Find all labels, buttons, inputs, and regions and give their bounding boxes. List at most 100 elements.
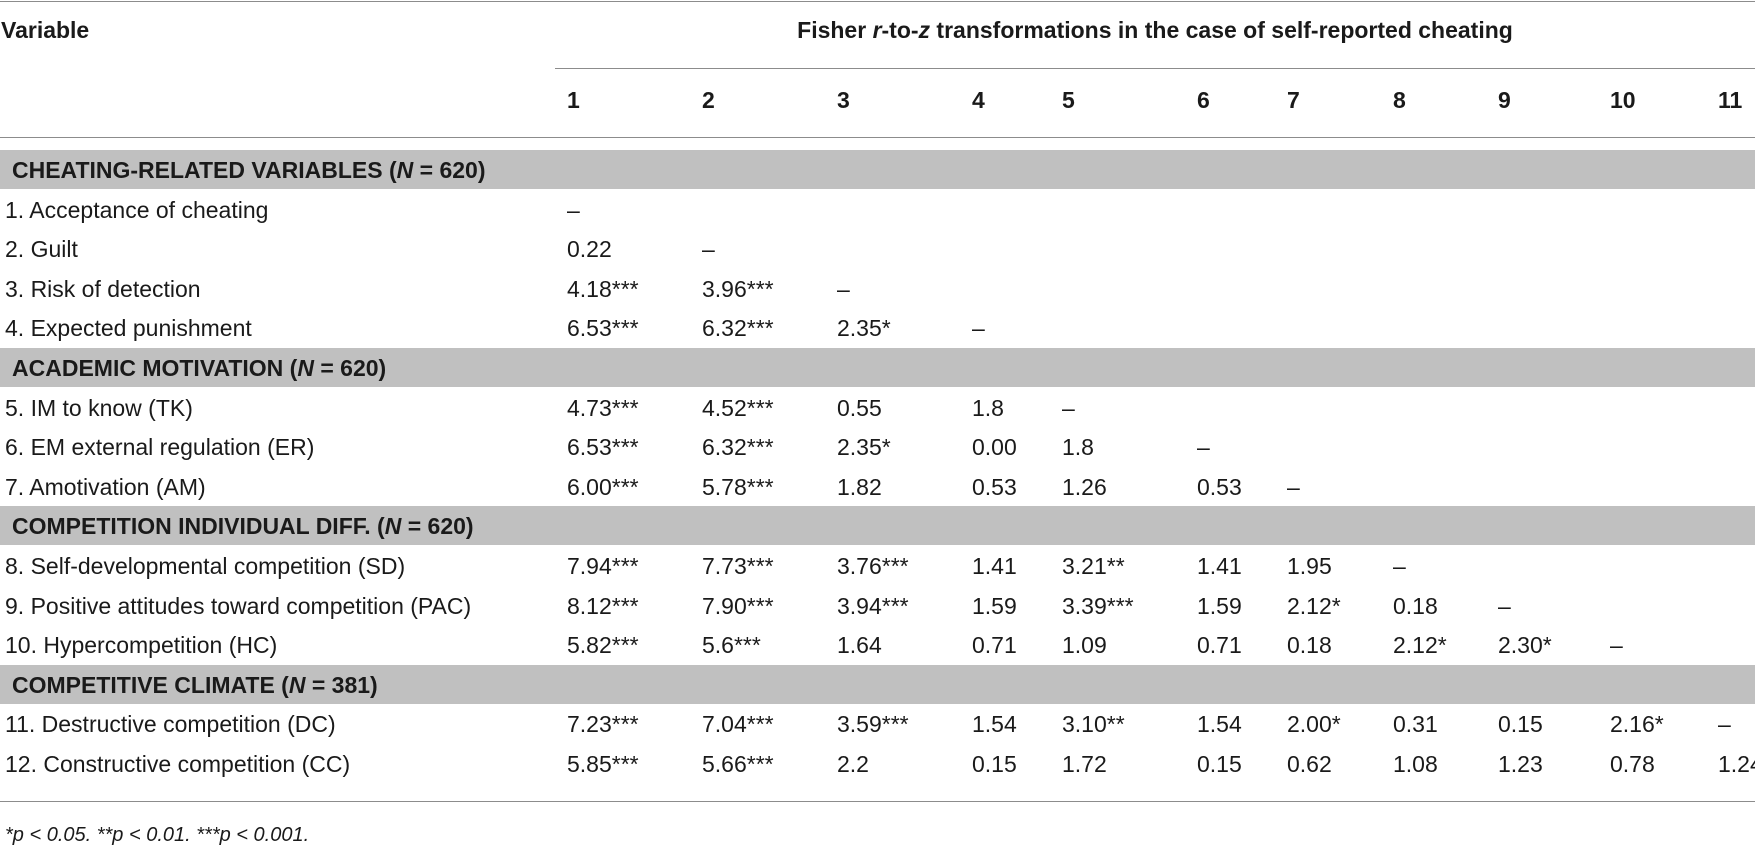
section-band: ACADEMIC MOTIVATION (N = 620)	[0, 348, 1755, 387]
section-n-symbol: N	[288, 671, 306, 698]
table-cell: 2.35*	[837, 315, 891, 342]
table-title: Fisher r-to-z transformations in the cas…	[555, 17, 1755, 44]
section-label: COMPETITION INDIVIDUAL DIFF. (N = 620)	[12, 513, 474, 540]
table-cell: 5.82***	[567, 632, 639, 659]
section-band: COMPETITION INDIVIDUAL DIFF. (N = 620)	[0, 506, 1755, 546]
table-cell: 1.26	[1062, 473, 1107, 500]
table-cell: 1.59	[1197, 592, 1242, 619]
table-cell: 1.82	[837, 473, 882, 500]
section-label: ACADEMIC MOTIVATION (N = 620)	[12, 355, 386, 382]
table-cell: 4.52***	[702, 394, 774, 421]
column-number: 4	[972, 87, 985, 113]
table-cell: 0.55	[837, 394, 882, 421]
table-cell: 0.15	[972, 751, 1017, 777]
bottom-rule	[0, 801, 1755, 802]
table-cell: 1.54	[1197, 711, 1242, 738]
variable-label: 12. Constructive competition (CC)	[5, 751, 351, 777]
variable-label: 4. Expected punishment	[5, 315, 252, 342]
section-name: COMPETITION INDIVIDUAL DIFF. (	[12, 513, 385, 540]
table-cell: 3.21**	[1062, 553, 1125, 579]
table-cell: 5.66***	[702, 751, 774, 777]
table-cell: 0.53	[972, 473, 1017, 500]
variable-label: 6. EM external regulation (ER)	[5, 434, 315, 461]
table-cell: 5.85***	[567, 751, 639, 777]
section-n-symbol: N	[297, 355, 314, 381]
table-cell: 7.94***	[567, 553, 639, 579]
table-cell: 4.18***	[567, 275, 639, 302]
section-n-symbol: N	[396, 157, 414, 183]
table-cell: –	[1287, 473, 1300, 500]
column-number: 3	[837, 87, 850, 113]
table-cell: 5.78***	[702, 473, 774, 500]
table-cell: –	[972, 315, 985, 342]
table-cell: 0.15	[1498, 711, 1543, 738]
top-rule	[0, 1, 1755, 2]
section-n-value: = 620)	[401, 513, 474, 540]
table-cell: 1.08	[1393, 751, 1438, 777]
table-cell: 7.23***	[567, 711, 639, 738]
table-cell: 1.8	[972, 394, 1004, 421]
table-cell: 1.24	[1718, 751, 1755, 777]
title-part: -to-	[881, 17, 919, 43]
column-number: 7	[1287, 87, 1300, 113]
variable-header: Variable	[1, 17, 90, 43]
table-cell: 3.76***	[837, 553, 909, 579]
table-cell: 2.30*	[1498, 632, 1552, 659]
table-cell: 7.04***	[702, 711, 774, 738]
variable-label: 10. Hypercompetition (HC)	[5, 632, 278, 659]
table-cell: 4.73***	[567, 394, 639, 421]
table-cell: 2.35*	[837, 434, 891, 461]
variable-label: 11. Destructive competition (DC)	[5, 711, 336, 738]
table-cell: 2.2	[837, 751, 869, 777]
variable-label: 5. IM to know (TK)	[5, 394, 193, 421]
table-cell: 6.53***	[567, 315, 639, 342]
variable-label: 8. Self-developmental competition (SD)	[5, 553, 406, 579]
table-cell: –	[1393, 553, 1406, 579]
variable-label: 1. Acceptance of cheating	[5, 196, 269, 223]
table-cell: 6.00***	[567, 473, 639, 500]
table-cell: 1.8	[1062, 434, 1094, 461]
table-cell: –	[1062, 394, 1075, 421]
table-cell: 5.6***	[702, 632, 761, 659]
table-cell: –	[837, 275, 850, 302]
table-cell: 0.71	[972, 632, 1017, 659]
section-n-value: = 381)	[305, 671, 378, 698]
column-number: 1	[567, 87, 580, 113]
table-cell: 0.18	[1287, 632, 1332, 659]
table-cell: 0.78	[1610, 751, 1655, 777]
table-cell: 1.95	[1287, 553, 1332, 579]
table-cell: 1.54	[972, 711, 1017, 738]
table-cell: 0.53	[1197, 473, 1242, 500]
variable-label: 7. Amotivation (AM)	[5, 473, 206, 500]
column-number: 6	[1197, 87, 1210, 113]
variable-label: 3. Risk of detection	[5, 275, 201, 302]
column-number: 2	[702, 87, 715, 113]
title-part: transformations in the case of self-repo…	[930, 17, 1513, 43]
section-label: COMPETITIVE CLIMATE (N = 381)	[12, 672, 378, 699]
table-cell: 3.10**	[1062, 711, 1125, 738]
table-cell: –	[1197, 434, 1210, 461]
column-number: 11	[1718, 87, 1743, 113]
table-cell: –	[1498, 592, 1511, 619]
table-cell: 1.59	[972, 592, 1017, 619]
section-band: COMPETITIVE CLIMATE (N = 381)	[0, 664, 1755, 704]
table-cell: –	[1610, 632, 1623, 659]
section-name: COMPETITIVE CLIMATE (	[12, 671, 289, 698]
table-cell: 1.72	[1062, 751, 1107, 777]
table-cell: 8.12***	[567, 592, 639, 619]
column-number: 5	[1062, 87, 1075, 113]
section-label: CHEATING-RELATED VARIABLES (N = 620)	[12, 157, 485, 184]
table-cell: 2.16*	[1610, 711, 1664, 738]
table-cell: 0.62	[1287, 751, 1332, 777]
table-cell: 0.22	[567, 236, 612, 263]
table-cell: –	[567, 196, 580, 223]
header-bottom-rule	[0, 137, 1755, 138]
table-cell: 1.64	[837, 632, 882, 659]
table-cell: 2.12*	[1393, 632, 1447, 659]
table-cell: –	[702, 236, 715, 263]
table-cell: 2.00*	[1287, 711, 1341, 738]
table-cell: 7.73***	[702, 553, 774, 579]
table-cell: 2.12*	[1287, 592, 1341, 619]
section-name: ACADEMIC MOTIVATION (	[12, 355, 298, 381]
table-cell: 3.39***	[1062, 592, 1134, 619]
